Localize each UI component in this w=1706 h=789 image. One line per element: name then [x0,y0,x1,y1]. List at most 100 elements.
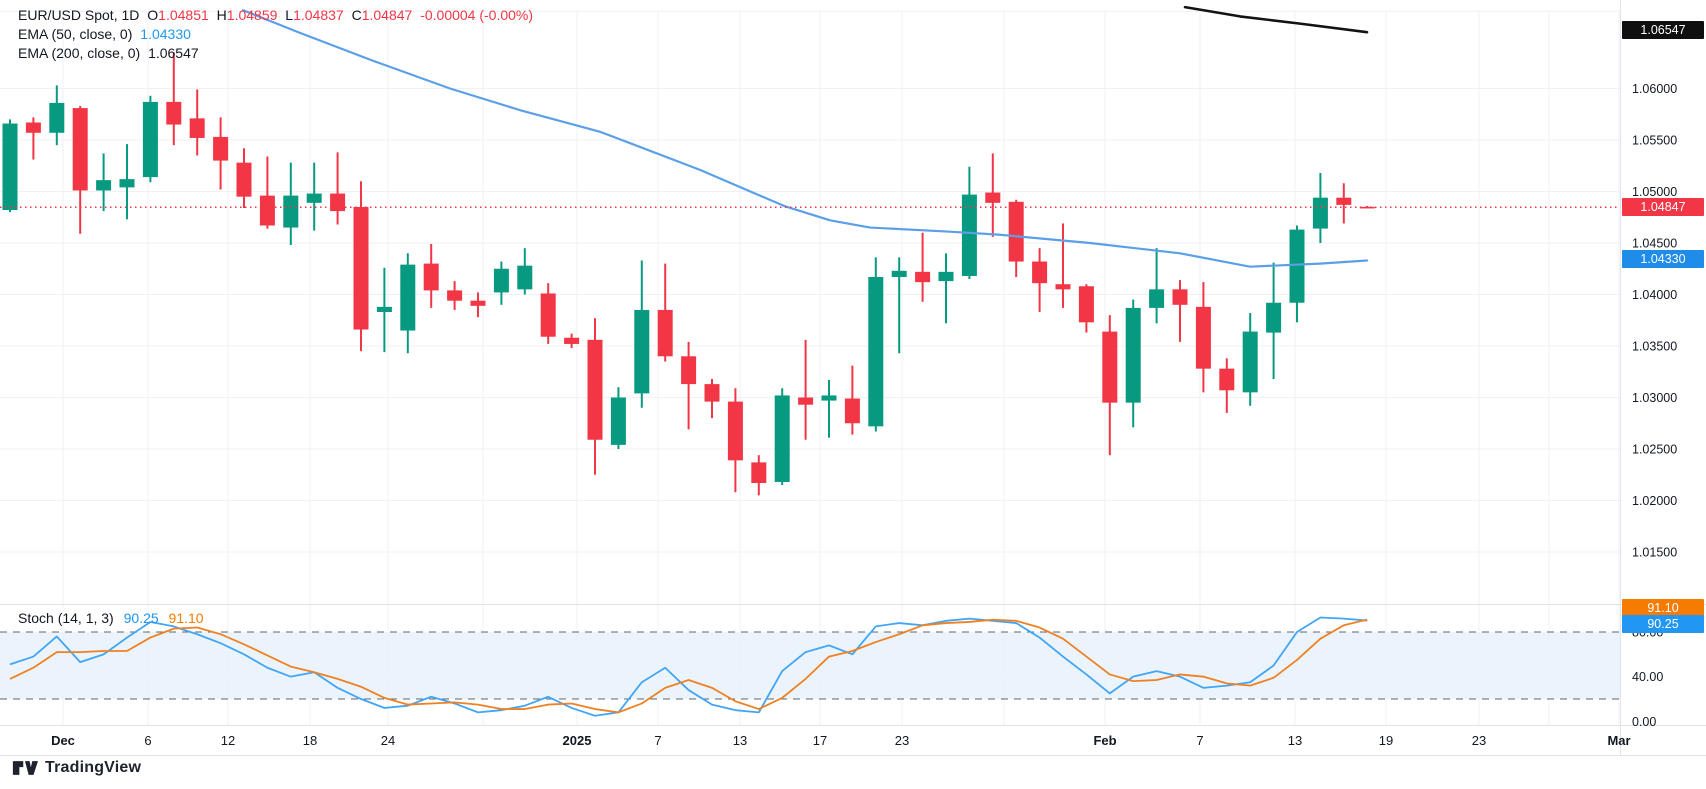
candle-up [610,397,626,445]
candle-down [1172,289,1188,305]
stoch-tick-label: 40.00 [1632,670,1663,684]
low-value: 1.04837 [293,7,344,23]
ema50-line [241,9,1369,268]
candle-down [423,263,439,291]
candle-up [1312,197,1328,229]
candle-up [1266,302,1282,333]
candle-up [49,102,65,133]
tradingview-mark-icon [12,761,38,775]
candle-down [751,462,767,483]
candle-down [1195,306,1211,369]
price-tick-label: 1.05000 [1632,185,1677,199]
candle-up [938,271,954,282]
candle-down [564,337,580,344]
price-tick-label: 1.03000 [1632,391,1677,405]
price-tick-label: 1.04000 [1632,288,1677,302]
time-tick-label: Dec [51,733,75,748]
candle-up [891,270,907,277]
time-tick-label: 17 [813,733,827,748]
candle-up [1242,331,1258,393]
open-value: 1.04851 [158,7,209,23]
ema200-label: EMA (200, close, 0) [18,45,141,61]
stoch-label: Stoch (14, 1, 3) [18,610,114,626]
candle-up [868,276,884,427]
stoch-legend-row[interactable]: Stoch (14, 1, 3) 90.25 91.10 [18,610,210,626]
candle-down [985,192,1001,203]
time-tick-label: Mar [1607,733,1630,748]
time-tick-label: 19 [1379,733,1393,748]
ema200-value: 1.06547 [148,45,199,61]
candle-down [1102,331,1118,403]
candle-down [798,397,814,405]
time-tick-label: 13 [1288,733,1302,748]
ema50-label: EMA (50, close, 0) [18,26,133,42]
time-tick-label: 2025 [563,733,592,748]
candle-down [72,108,88,191]
stoch-k-line [9,616,1368,717]
time-tick-label: 7 [654,733,661,748]
high-value: 1.04859 [226,7,278,23]
ema200-line [1183,5,1369,34]
candle-down [189,118,205,138]
price-tick-label: 1.05500 [1632,134,1677,148]
close-label: C [351,7,362,23]
candle-down [353,206,369,330]
candle-down [1219,368,1235,391]
candle-down [1032,261,1048,284]
candle-down [470,300,486,306]
candle-down [1008,201,1024,262]
candle-up [493,268,509,293]
candle-up [283,195,299,228]
close-value: 1.04847 [361,7,413,23]
symbol-title: EUR/USD Spot, 1D [18,7,140,23]
high-label: H [216,7,227,23]
candle-down [704,384,720,402]
stoch-d-line [9,618,1368,714]
candle-down [1336,197,1352,205]
candle-up [517,265,533,290]
candle-up [119,179,135,188]
stoch-k-value: 90.25 [123,610,159,626]
time-tick-label: 12 [221,733,235,748]
ema50-legend-row[interactable]: EMA (50, close, 0) 1.04330 [18,25,537,44]
stoch-k-badge: 90.25 [1622,615,1704,633]
time-tick-label: Feb [1093,733,1116,748]
ema50-value: 1.04330 [140,26,191,42]
price-scale[interactable] [1620,0,1706,755]
stoch-band [0,632,1620,700]
time-tick-label: 7 [1196,733,1203,748]
candle-down [844,398,860,424]
time-tick-label: 18 [303,733,317,748]
candle-down [25,122,41,133]
candle-up [2,123,18,211]
ema200-price-badge: 1.06547 [1622,21,1704,39]
candle-down [1055,284,1071,290]
open-label: O [147,7,159,23]
candle-down [330,193,346,212]
time-tick-label: 13 [733,733,747,748]
tradingview-logo[interactable]: TradingView [12,759,141,777]
candle-down [213,136,229,161]
candle-up [96,180,112,191]
candle-down [587,339,603,440]
symbol-legend-row[interactable]: EUR/USD Spot, 1D O1.04851 H1.04859 L1.04… [18,6,537,25]
candle-up [961,194,977,276]
legend: EUR/USD Spot, 1D O1.04851 H1.04859 L1.04… [18,6,537,63]
candle-down [540,293,556,337]
candle-up [774,395,790,482]
time-scale[interactable] [0,726,1706,755]
price-tick-label: 1.04500 [1632,237,1677,251]
candle-down [1078,286,1094,323]
change-value: -0.00004 (-0.00%) [420,7,534,23]
price-tick-label: 1.02000 [1632,494,1677,508]
candle-up [400,264,416,331]
candle-down [447,290,463,301]
candle-down [166,101,182,125]
ema200-legend-row[interactable]: EMA (200, close, 0) 1.06547 [18,44,537,63]
low-label: L [285,7,294,23]
candle-down [1359,206,1375,209]
price-tick-label: 1.01500 [1632,546,1677,560]
price-tick-label: 1.02500 [1632,443,1677,457]
candle-up [142,101,158,178]
